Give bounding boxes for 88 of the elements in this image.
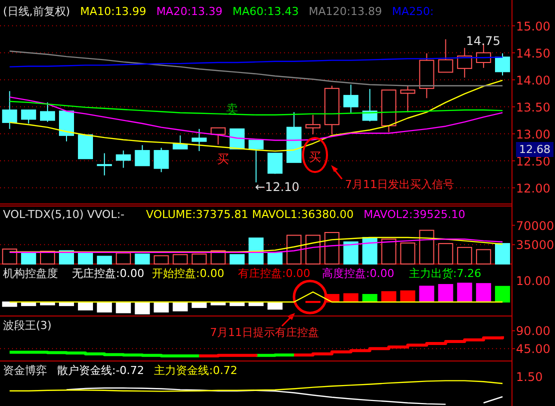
bar (116, 252, 131, 264)
y-tick-label: 90.00 (516, 324, 550, 338)
text: 有庄控盘:0.00 (238, 267, 310, 280)
candlestick (96, 152, 112, 176)
bar (78, 252, 93, 264)
bar (400, 242, 416, 264)
bar (362, 236, 378, 264)
series-label: 散户资金线:-0.72 (57, 364, 144, 377)
bar (343, 293, 358, 302)
bar (343, 241, 358, 264)
bar (96, 256, 112, 264)
bar (2, 302, 18, 307)
y-tick-label: 14.00 (516, 73, 550, 88)
annotation: 7月11日发出买入信号 (345, 178, 454, 191)
chart-title: 资金博弈 (3, 364, 47, 377)
bar (419, 230, 434, 264)
bar (230, 254, 245, 264)
y-tick-label: 13.00 (516, 127, 550, 142)
chart-title: 波段王(3) (3, 319, 52, 332)
y-tick-label: 70000 (516, 218, 554, 233)
bar (476, 249, 492, 264)
y-tick-label: 35000 (516, 238, 554, 252)
candlestick (116, 150, 131, 168)
y-tick-label: 12.50 (516, 154, 550, 168)
annotation: ←12.10 (255, 180, 300, 194)
y-tick-label: 13.50 (516, 100, 550, 114)
bar (381, 238, 396, 264)
bar (324, 232, 340, 264)
series-label: MAVOL2:39525.10 (364, 208, 466, 221)
bar (476, 283, 492, 302)
line-series (9, 50, 504, 86)
bar (457, 282, 472, 302)
bar (438, 284, 454, 302)
bar (419, 286, 434, 302)
series-label: MAVOL1:36380.00 (252, 208, 354, 221)
bar (381, 291, 396, 302)
annotation: 买 (309, 150, 321, 164)
annotation: VOLUME:37375.81 (146, 208, 248, 221)
bar (172, 302, 188, 312)
y-tick-label: 15.00 (516, 19, 550, 34)
candlestick (305, 114, 320, 135)
text: MA250: (392, 5, 434, 18)
bar (248, 238, 264, 264)
text: MA120:13.89 (308, 5, 382, 18)
candlestick (192, 128, 207, 152)
text: 主力出货:7.26 (409, 267, 482, 280)
bar (78, 302, 93, 310)
annotation: 7月11日提示有庄控盘 (210, 326, 319, 339)
bar (495, 243, 510, 264)
text: 1.50 (516, 370, 543, 384)
bar (134, 254, 150, 264)
text: MA10:13.99 (80, 5, 146, 18)
bar (400, 290, 416, 302)
text: 高度控盘:0.00 (322, 267, 394, 280)
bar (134, 302, 150, 314)
candlestick (457, 47, 472, 78)
bar (172, 254, 188, 264)
text: 10.00 (516, 274, 550, 288)
y-tick-label: 12.00 (516, 181, 550, 196)
bar (438, 243, 454, 264)
annotation: 14.75 (466, 34, 500, 48)
candlestick (2, 90, 18, 130)
y-tick-label: 45.00 (516, 342, 550, 356)
text: 无庄控盘:0.00 (72, 267, 144, 280)
y-tick-label: 14.50 (516, 46, 550, 60)
chart-title: VOL-TDX(5,10) VVOL:- (3, 208, 125, 221)
bar (154, 255, 169, 264)
series-label: 开始控盘:0.00 (152, 267, 224, 280)
annotation: 买 (217, 152, 229, 166)
bar (21, 252, 36, 264)
bar (495, 286, 510, 302)
text: MA60:13.43 (232, 5, 299, 18)
bar (268, 252, 283, 264)
bar (96, 302, 112, 312)
candlestick (324, 85, 340, 135)
annotation: 卖 (226, 102, 238, 116)
bar (286, 234, 302, 264)
chart-title: (日线,前复权) (3, 5, 70, 18)
bar (192, 254, 207, 264)
text: MA20:13.39 (156, 5, 223, 18)
text: 12.68 (519, 143, 550, 156)
bar (116, 302, 131, 314)
bar (154, 302, 169, 312)
bar (457, 246, 472, 264)
bar (2, 248, 18, 264)
bar (305, 234, 320, 264)
series-label: 主力资金线:0.72 (154, 364, 238, 377)
chart-title: 机构控盘度 (3, 267, 58, 280)
